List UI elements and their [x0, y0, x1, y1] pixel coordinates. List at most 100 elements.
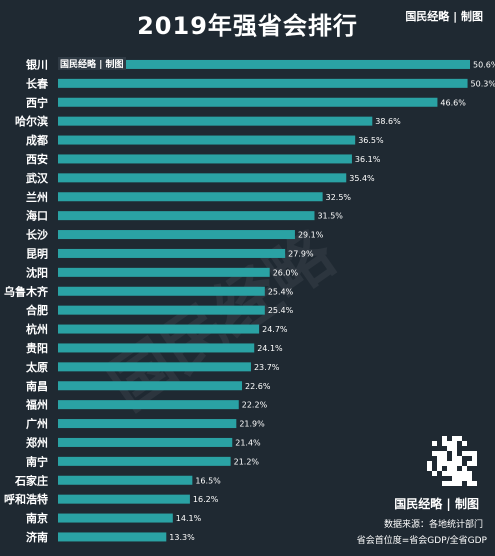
value-label: 36.5% [358, 136, 384, 145]
brand-credit-overlay: 国民经略 | 制图 [58, 57, 126, 70]
value-label: 24.7% [262, 325, 288, 334]
qr-module [442, 476, 447, 481]
category-label: 贵阳 [26, 341, 48, 355]
value-label: 36.1% [355, 155, 381, 164]
title-bar: 2019年强省会排行 国民经略 | 制图 [0, 0, 495, 44]
bar [58, 116, 373, 126]
bar [58, 248, 286, 258]
chart-title: 2019年强省会排行 [137, 12, 358, 40]
bar [58, 475, 193, 485]
qr-module [432, 436, 437, 441]
value-label: 50.3% [471, 79, 495, 88]
value-label: 22.6% [245, 382, 271, 391]
qr-module [437, 481, 442, 486]
qr-module [447, 451, 452, 456]
value-label: 27.9% [288, 249, 314, 258]
qr-module [427, 446, 432, 451]
bar [58, 59, 470, 69]
value-label: 21.2% [234, 457, 260, 466]
category-label: 杭州 [26, 322, 48, 336]
bar [58, 135, 356, 145]
category-label: 合肥 [26, 303, 48, 317]
bar [58, 419, 237, 429]
category-label: 石家庄 [14, 473, 48, 487]
category-label: 济南 [26, 530, 48, 544]
value-label: 14.1% [176, 514, 202, 523]
bar [58, 192, 323, 202]
category-label: 福州 [25, 398, 48, 412]
qr-module [472, 446, 477, 451]
qr-module [437, 471, 442, 476]
bar [58, 173, 347, 183]
bar [58, 437, 233, 447]
bar [58, 513, 173, 523]
value-label: 26.0% [273, 268, 299, 277]
qr-module [447, 436, 452, 441]
category-label: 昆明 [26, 247, 48, 260]
qr-module [437, 441, 442, 446]
category-label: 西宁 [26, 95, 48, 109]
qr-module [427, 441, 432, 446]
value-label: 21.9% [239, 420, 265, 429]
bar [58, 230, 295, 240]
bar [58, 211, 315, 221]
bar [58, 154, 352, 164]
value-label: 32.5% [326, 193, 352, 202]
brand-credit-top: 国民经略 | 制图 [405, 10, 483, 23]
qr-module [462, 461, 467, 466]
qr-module [472, 466, 477, 471]
bar [58, 343, 255, 353]
qr-module [467, 436, 472, 441]
qr-module [457, 466, 462, 471]
qr-module [472, 471, 477, 476]
brand-credit-bottom: 国民经略 | 制图 [394, 497, 479, 511]
qr-module [432, 456, 437, 461]
bar [58, 456, 231, 466]
qr-module [432, 461, 437, 466]
qr-module [457, 441, 462, 446]
value-label: 16.2% [193, 495, 219, 504]
qr-module [427, 456, 432, 461]
qr-module [432, 466, 437, 471]
qr-module [442, 466, 447, 471]
category-label: 太原 [25, 360, 48, 374]
category-label: 西安 [26, 152, 48, 166]
data-source-note: 数据来源：各地统计部门 [383, 520, 483, 530]
value-label: 46.6% [440, 98, 466, 107]
bar [58, 78, 468, 88]
qr-module [442, 446, 447, 451]
qr-module [472, 436, 477, 441]
qr-code[interactable] [427, 436, 477, 486]
category-label: 海口 [26, 209, 48, 223]
value-label: 50.6% [473, 60, 495, 69]
qr-module [462, 446, 467, 451]
category-label: 成都 [26, 133, 48, 147]
category-label: 长春 [26, 76, 49, 90]
category-label: 郑州 [26, 435, 48, 449]
bar [58, 362, 251, 372]
formula-note: 省会首位度=省会GDP/全省GDP [356, 536, 487, 546]
qr-module [467, 441, 472, 446]
bar [58, 286, 265, 296]
qr-module [427, 451, 432, 456]
category-label: 乌鲁木齐 [4, 284, 49, 298]
qr-module [427, 471, 432, 476]
value-label: 23.7% [254, 363, 280, 372]
category-label: 长沙 [26, 228, 48, 242]
qr-module [447, 456, 452, 461]
value-label: 25.4% [268, 287, 294, 296]
bar [58, 381, 243, 391]
qr-module [437, 446, 442, 451]
value-label: 29.1% [298, 231, 324, 240]
qr-module [437, 436, 442, 441]
qr-module [432, 476, 437, 481]
category-label: 哈尔滨 [15, 114, 48, 128]
qr-module [462, 481, 467, 486]
qr-module [467, 456, 472, 461]
value-label: 35.4% [349, 174, 375, 183]
category-label: 南京 [26, 511, 48, 525]
category-label: 广州 [26, 417, 48, 431]
bar [58, 400, 239, 410]
qr-module [467, 466, 472, 471]
